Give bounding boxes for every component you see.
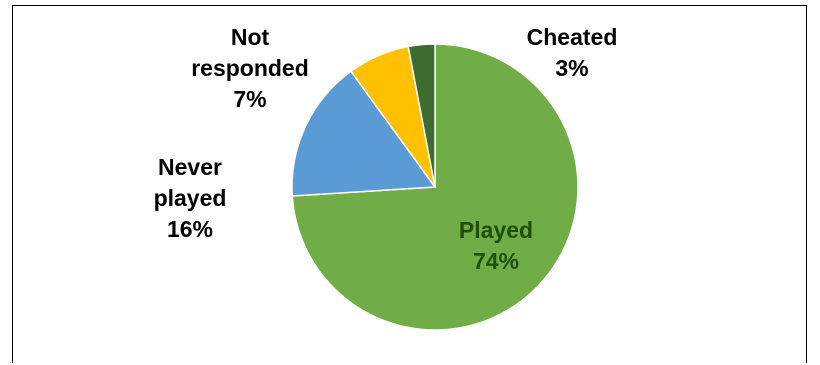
data-label-value: 7% (233, 86, 267, 112)
data-label-text: responded (191, 55, 309, 81)
data-label-text: Never (158, 154, 222, 180)
data-label-text: Not (230, 24, 270, 50)
data-label-text: Cheated (526, 24, 618, 50)
chart-frame (12, 5, 807, 363)
data-label-cheated: Cheated 3% (527, 22, 618, 84)
data-label-value: 16% (166, 216, 214, 242)
data-label-not-responded: Not responded 7% (191, 22, 309, 115)
data-label-text: Played (458, 217, 534, 243)
pie-slice-never-played (291, 70, 437, 197)
data-label-value: 3% (555, 55, 589, 81)
data-label-played: Played 74% (459, 215, 533, 277)
data-label-text: played (153, 185, 227, 211)
data-label-value: 74% (472, 248, 520, 274)
pie-slice-cheated (407, 43, 436, 188)
data-label-never-played: Never played 16% (154, 152, 227, 245)
